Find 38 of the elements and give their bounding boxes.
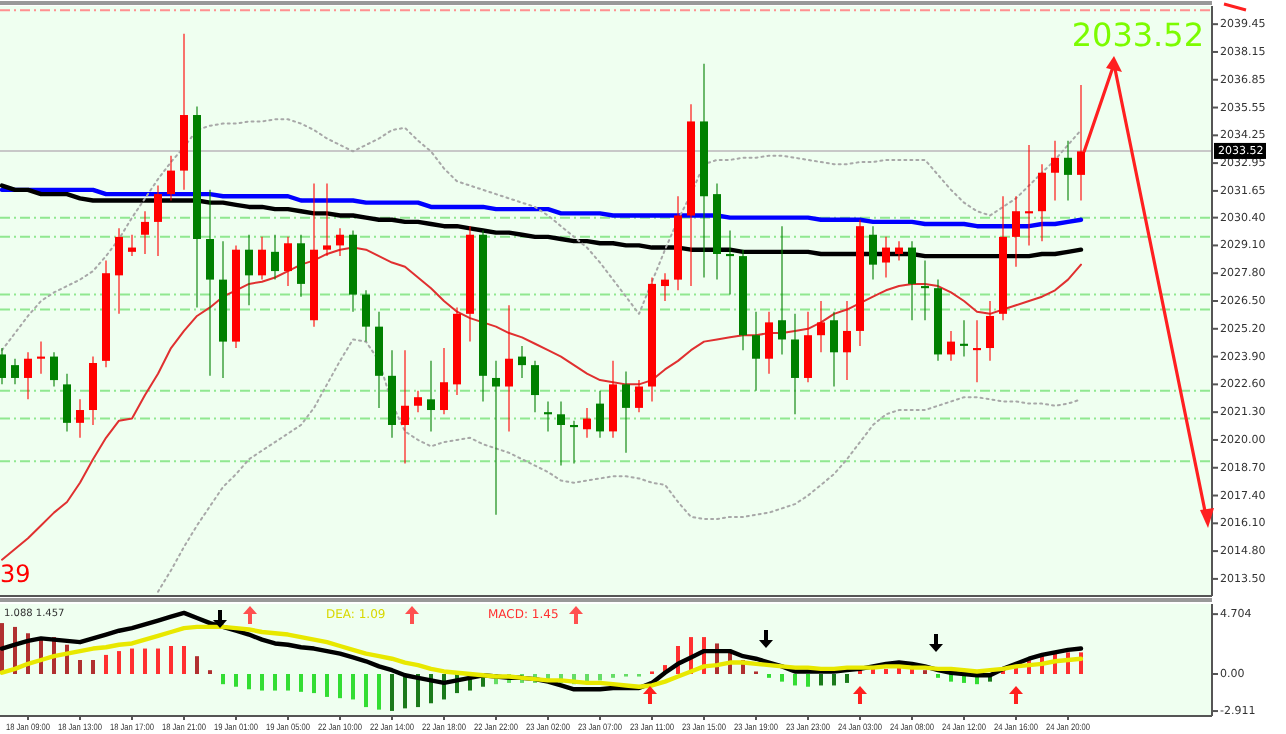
bar — [299, 674, 303, 692]
bar — [390, 674, 394, 711]
bar — [91, 660, 95, 674]
bar — [143, 648, 147, 674]
annotation: 39 — [0, 560, 31, 588]
bar — [780, 674, 784, 682]
bar — [364, 674, 368, 708]
line-series — [1, 118, 1082, 352]
bar — [182, 646, 186, 674]
bar — [884, 668, 888, 674]
bar — [845, 674, 849, 683]
bar — [130, 648, 134, 674]
bar — [832, 674, 836, 686]
bar — [793, 674, 797, 686]
bar — [169, 646, 173, 674]
bar — [351, 674, 355, 700]
line-series — [0, 610, 1084, 692]
bar — [806, 674, 810, 687]
bar — [221, 674, 225, 685]
bar — [104, 654, 108, 674]
bar — [234, 674, 238, 687]
bar — [195, 656, 199, 674]
line-series — [1, 246, 1082, 561]
bar — [156, 648, 160, 674]
bar — [598, 674, 602, 681]
bar — [78, 660, 82, 674]
bar — [286, 674, 290, 691]
bar — [819, 674, 823, 686]
bar — [325, 674, 329, 697]
bar — [273, 674, 277, 691]
bar — [247, 674, 251, 690]
bar — [260, 674, 264, 691]
annotation: 2033.52 — [1071, 16, 1204, 54]
bar — [338, 674, 342, 699]
bar — [377, 674, 381, 710]
bar — [312, 674, 316, 694]
line-series — [157, 338, 1082, 593]
bar — [117, 651, 121, 674]
